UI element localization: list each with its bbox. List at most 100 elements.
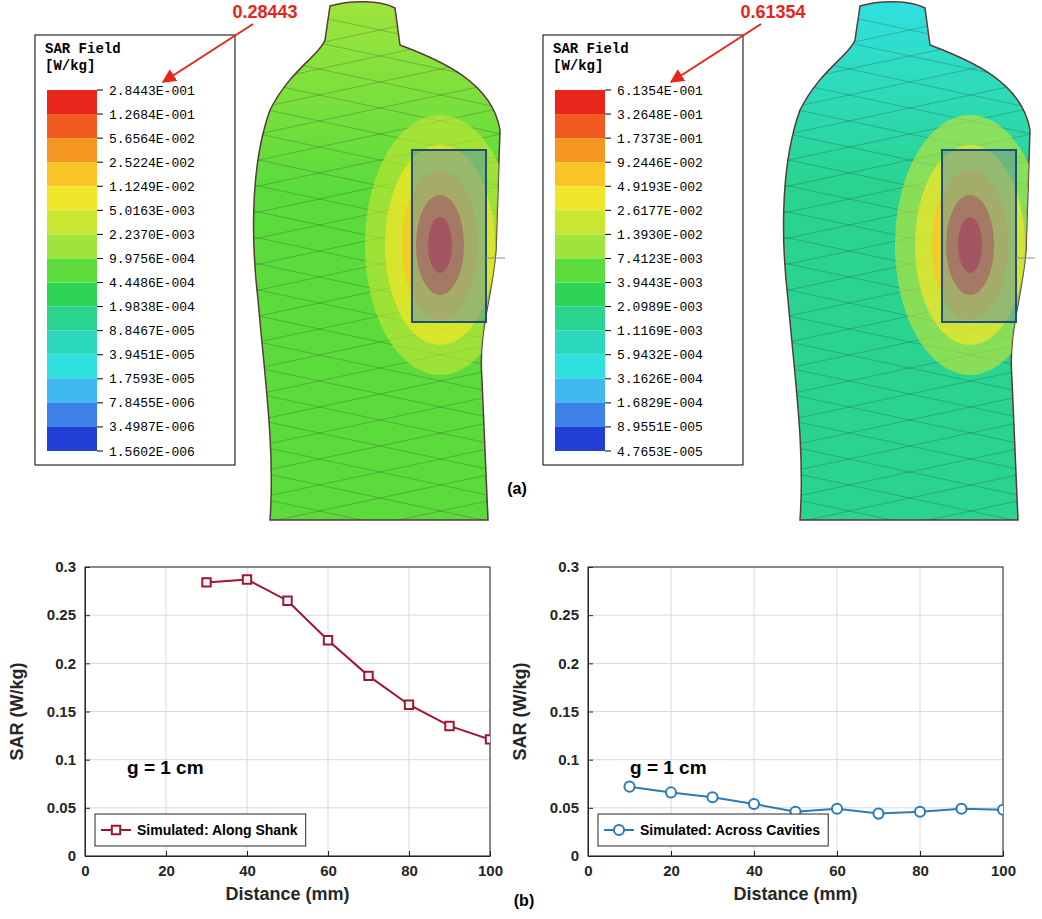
colorbar-tick-label: 5.0163E-003: [109, 204, 195, 219]
panel-label: (a): [507, 480, 527, 497]
colorbar-tick-label: 3.2648E-001: [617, 108, 703, 123]
colorbar-band: [47, 114, 97, 138]
grid-line-y: [588, 711, 1003, 712]
y-tick-label: 0.1: [558, 751, 579, 768]
colorbar-tick: [605, 330, 611, 331]
y-tick-mark: [588, 760, 593, 761]
series-marker: [666, 787, 676, 797]
annotation-arrow: [671, 24, 761, 82]
legend-marker: [614, 825, 624, 835]
mesh-line: [240, 468, 520, 528]
colorbar-tick: [605, 426, 611, 427]
hotspot: [895, 115, 1042, 375]
x-tick-mark: [328, 851, 329, 856]
grid: [85, 567, 490, 856]
colorbar-tick-label: 8.8467E-005: [109, 324, 195, 339]
colorbar-tick-label: 2.2370E-003: [109, 228, 195, 243]
y-tick-mark: [588, 663, 593, 664]
grid-line-y: [85, 711, 490, 712]
y-tick-label: 0.05: [47, 799, 76, 816]
colorbar-tick-label: 3.1626E-004: [617, 372, 703, 387]
mesh-line: [770, 364, 1042, 424]
x-tick-label: 0: [81, 862, 89, 879]
series-line: [630, 787, 1004, 814]
colorbar-band: [555, 355, 605, 379]
colorbar-band: [47, 234, 97, 258]
annotation-arrow: [163, 24, 253, 82]
colorbar-band: [555, 90, 605, 114]
mesh-line: [240, 494, 520, 554]
series-marker: [445, 722, 453, 730]
mesh-line: [770, 52, 1042, 112]
y-tick-mark: [85, 663, 90, 664]
series-marker: [486, 735, 490, 743]
x-tick-mark: [247, 851, 248, 856]
y-axis-title: SAR (W/kg): [7, 663, 27, 761]
figure: SAR Field[W/kg]2.8443E-0011.2684E-0015.6…: [0, 0, 1042, 919]
series-marker: [915, 807, 925, 817]
x-tick-label: 40: [239, 862, 256, 879]
mesh-line: [240, 26, 520, 86]
colorbar-band: [47, 355, 97, 379]
colorbar-band: [47, 283, 97, 307]
colorbar-band: [555, 138, 605, 162]
colorbar-band: [555, 186, 605, 210]
mesh-line: [770, 416, 1042, 476]
colorbar-tick: [97, 402, 103, 403]
colorbar-tick-label: 3.4987E-006: [109, 420, 195, 435]
colorbar-tick-label: 1.2684E-001: [109, 108, 195, 123]
colorbar-band: [555, 307, 605, 331]
legend-marker: [112, 826, 120, 834]
chart-annotation: g = 1 cm: [127, 757, 204, 778]
y-tick-mark: [588, 808, 593, 809]
x-tick-label: 0: [584, 862, 592, 879]
colorbar-tick: [605, 282, 611, 283]
series-marker: [749, 799, 759, 809]
plot-background: [588, 567, 1003, 856]
series-marker: [364, 672, 372, 680]
y-tick-label: 0.2: [558, 655, 579, 672]
colorbar-band: [47, 379, 97, 403]
colorbar-tick: [605, 162, 611, 163]
plot-area: [624, 782, 1003, 819]
x-tick: 80: [912, 851, 929, 879]
colorbar-band: [47, 258, 97, 282]
y-tick-label: 0.2: [55, 655, 76, 672]
colorbar-tick-label: 2.8443E-001: [109, 84, 195, 99]
mesh-line: [770, 26, 1042, 86]
x-axis-title: Distance (mm): [733, 884, 857, 904]
colorbar-subtitle: [W/kg]: [45, 58, 95, 74]
mesh-line: [770, 416, 1042, 476]
x-axis-title: Distance (mm): [225, 884, 349, 904]
antenna-feed: [1016, 258, 1035, 259]
mesh-line: [240, 364, 520, 424]
mesh-line: [240, 52, 520, 112]
colorbar-tick: [605, 378, 611, 379]
colorbar-tick-label: 1.5602E-006: [109, 445, 195, 460]
colorbar-tick: [605, 210, 611, 211]
y-tick-label: 0.1: [55, 751, 76, 768]
colorbar-subtitle: [W/kg]: [553, 58, 603, 74]
colorbar-tick-label: 1.6829E-004: [617, 396, 703, 411]
mesh-line: [770, 468, 1042, 528]
colorbar-tick: [605, 354, 611, 355]
y-tick: 0.05: [550, 799, 593, 816]
y-axis: 00.050.10.150.20.250.3: [47, 558, 90, 864]
colorbar-tick-label: 1.3930E-002: [617, 228, 703, 243]
max-annotation: 0.28443: [232, 2, 297, 22]
colorbar-tick-label: 9.9756E-004: [109, 252, 195, 267]
mesh: [770, 0, 1042, 606]
colorbar-band: [47, 403, 97, 427]
colorbar-band: [47, 138, 97, 162]
y-tick: 0.25: [550, 606, 593, 623]
colorbar-title: SAR Field: [45, 41, 121, 57]
plot-frame: [85, 567, 490, 856]
mesh-line: [770, 52, 1042, 112]
colorbar-band: [555, 331, 605, 355]
colorbar-tick-label: 6.1354E-001: [617, 84, 703, 99]
x-tick: 80: [401, 851, 418, 879]
y-axis: 00.050.10.150.20.250.3: [550, 558, 593, 864]
colorbar-tick-label: 9.2446E-002: [617, 156, 703, 171]
colorbar-tick: [97, 162, 103, 163]
colorbar-tick: [97, 306, 103, 307]
